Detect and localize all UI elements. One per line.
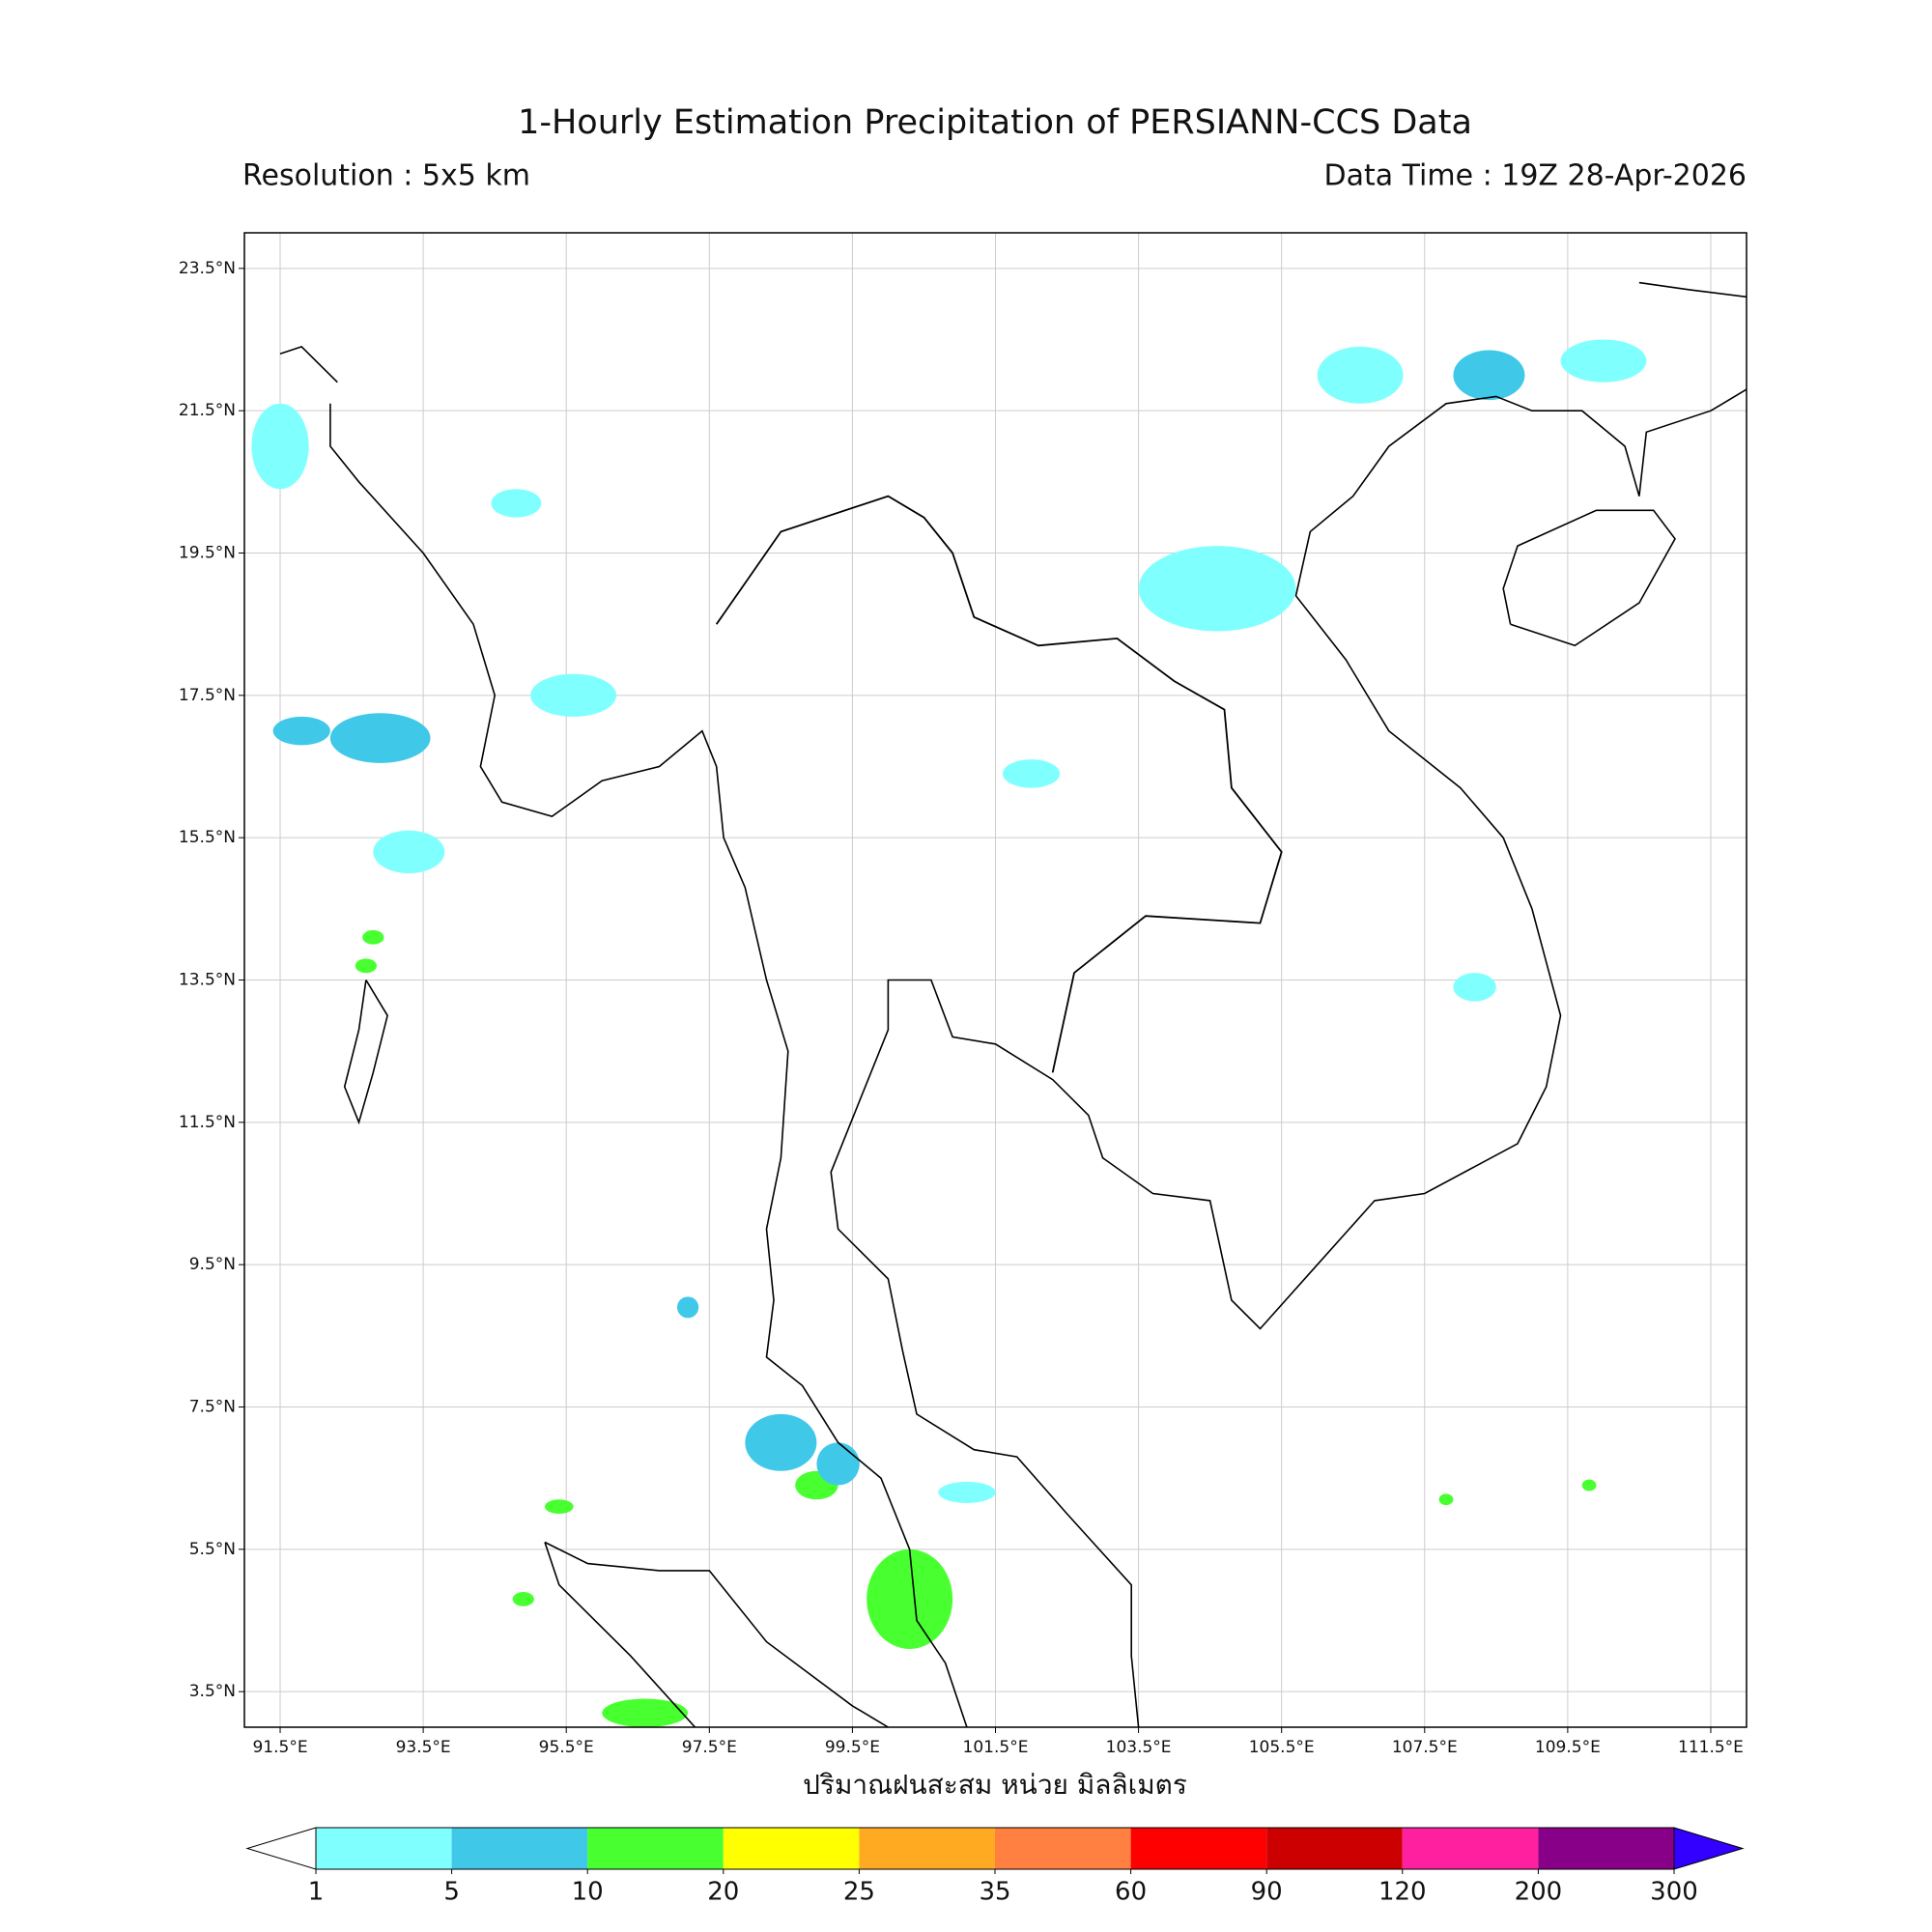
rain-cell xyxy=(602,1698,689,1727)
coastline xyxy=(279,345,338,384)
colorbar-tick-label: 200 xyxy=(1515,1878,1563,1907)
rain-cell xyxy=(1453,350,1525,401)
coastline xyxy=(1502,509,1676,647)
map: 91.5°E 93.5°E 95.5°E 97.5°E 99.5°E 101.5°E 103… xyxy=(179,232,1747,1757)
rain-cell xyxy=(1138,546,1296,632)
title: 1-Hourly Estimation Precipitation of PER… xyxy=(518,103,1472,142)
colorbar-label: ปริมาณฝนสะสม หน่วย มิลลิเมตร xyxy=(803,1769,1187,1801)
x-tick-label: 109.5°E xyxy=(1535,1738,1601,1757)
rain-cell xyxy=(676,1296,699,1319)
x-tick-label: 101.5°E xyxy=(963,1738,1029,1757)
colorbar-under xyxy=(245,1827,317,1870)
x-tick-label: 107.5°E xyxy=(1392,1738,1458,1757)
coastline xyxy=(544,1542,696,1727)
coastline xyxy=(544,1541,889,1727)
colorbar-bin xyxy=(1130,1828,1267,1869)
colorbar-bin xyxy=(859,1828,995,1869)
colorbar-bin xyxy=(316,1828,452,1869)
rain-cell xyxy=(530,673,617,717)
resolution: Resolution : 5x5 km xyxy=(242,159,530,193)
rain-cell xyxy=(329,713,431,763)
colorbar-tick-label: 10 xyxy=(572,1878,604,1907)
rain-cell xyxy=(1581,1479,1597,1492)
y-tick-label: 19.5°N xyxy=(179,544,236,563)
x-tick-label: 111.5°E xyxy=(1678,1738,1744,1757)
y-tick-label: 3.5°N xyxy=(189,1682,236,1701)
colorbar-over xyxy=(1673,1827,1745,1870)
x-tick-label: 95.5°E xyxy=(539,1738,594,1757)
colorbar-tick-label: 90 xyxy=(1251,1878,1283,1907)
data-time: Data Time : 19Z 28-Apr-2026 xyxy=(1323,159,1747,193)
rain-cell xyxy=(867,1548,953,1649)
y-tick-label: 15.5°N xyxy=(179,828,236,847)
x-tick-label: 99.5°E xyxy=(825,1738,880,1757)
rain-cell xyxy=(816,1442,860,1486)
colorbar-tick-label: 25 xyxy=(843,1878,875,1907)
rain-cell xyxy=(1317,346,1404,404)
colorbar-bin xyxy=(587,1828,724,1869)
coastline xyxy=(1638,281,1747,298)
rain-cell xyxy=(512,1592,534,1606)
x-tick-label: 103.5°E xyxy=(1106,1738,1172,1757)
colorbar-tick-label: 60 xyxy=(1115,1878,1147,1907)
x-tick-label: 105.5°E xyxy=(1249,1738,1315,1757)
rain-cell xyxy=(1560,339,1647,383)
y-tick-label: 23.5°N xyxy=(179,259,236,278)
y-tick-label: 21.5°N xyxy=(179,401,236,420)
colorbar-frame xyxy=(315,1827,1675,1870)
colorbar-tick-label: 5 xyxy=(443,1878,460,1907)
y-tick-label: 5.5°N xyxy=(189,1540,236,1559)
x-tick-label: 93.5°E xyxy=(396,1738,451,1757)
x-tick-label: 97.5°E xyxy=(682,1738,737,1757)
colorbar-bin xyxy=(1266,1828,1403,1869)
colorbar-bin xyxy=(1538,1828,1674,1869)
coastline xyxy=(329,403,968,1727)
rain-cell xyxy=(545,1499,574,1514)
colorbar-bin xyxy=(451,1828,588,1869)
colorbar-tick-label: 35 xyxy=(979,1878,1010,1907)
map-content xyxy=(244,233,1747,1727)
y-tick-label: 7.5°N xyxy=(189,1398,236,1417)
colorbar-tick-label: 1 xyxy=(308,1878,325,1907)
y-tick-label: 9.5°N xyxy=(189,1255,236,1274)
border xyxy=(715,495,1283,1073)
y-tick-label: 17.5°N xyxy=(179,686,236,705)
rain-cell xyxy=(938,1481,996,1503)
rain-cell xyxy=(362,929,384,945)
y-tick-label: 11.5°N xyxy=(179,1113,236,1132)
x-tick-label: 91.5°E xyxy=(252,1738,307,1757)
rain-cell xyxy=(373,830,445,874)
colorbar-bin xyxy=(995,1828,1131,1869)
colorbar-tick-label: 300 xyxy=(1650,1878,1698,1907)
y-tick-label: 13.5°N xyxy=(179,971,236,990)
coastline xyxy=(830,388,1747,1727)
colorbar-tick-label: 120 xyxy=(1378,1878,1427,1907)
colorbar-bin xyxy=(1402,1828,1539,1869)
rain-cell xyxy=(1438,1493,1454,1506)
rain-cell xyxy=(272,716,330,746)
map-frame xyxy=(243,232,1747,1728)
rain-cell xyxy=(251,403,309,490)
rain-cell xyxy=(1002,759,1061,788)
colorbar-tick-label: 20 xyxy=(707,1878,739,1907)
colorbar-bin xyxy=(723,1828,860,1869)
rain-cell xyxy=(745,1413,817,1471)
rain-cell xyxy=(491,489,542,518)
coastline xyxy=(343,980,388,1125)
rain-cell xyxy=(1453,973,1496,1002)
rain-cell xyxy=(355,958,377,974)
